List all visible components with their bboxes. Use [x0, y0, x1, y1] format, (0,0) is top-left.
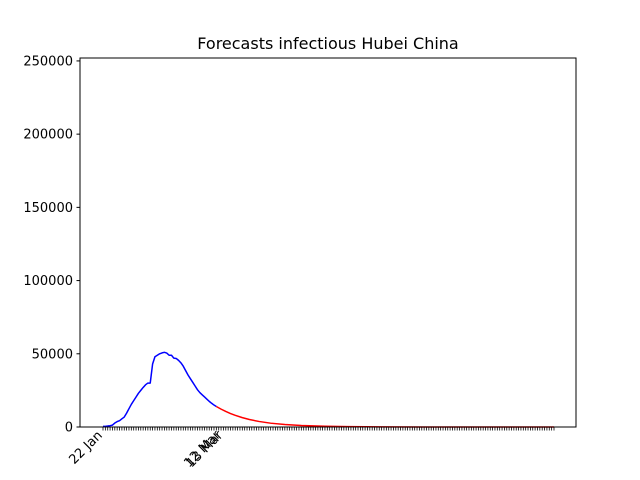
chart-title: Forecasts infectious Hubei China [197, 34, 458, 53]
y-tick-label: 50000 [32, 347, 73, 362]
plot-frame [79, 57, 577, 428]
y-tick-label: 200000 [23, 128, 73, 143]
y-tick-label: 150000 [23, 201, 73, 216]
y-tick-label: 0 [65, 421, 73, 436]
y-tick-label: 250000 [23, 54, 73, 69]
y-tick-label: 100000 [23, 274, 73, 289]
y-axis: 0 50000 100000 150000 200000 250000 [23, 54, 80, 436]
series-line-1 [102, 351, 217, 428]
